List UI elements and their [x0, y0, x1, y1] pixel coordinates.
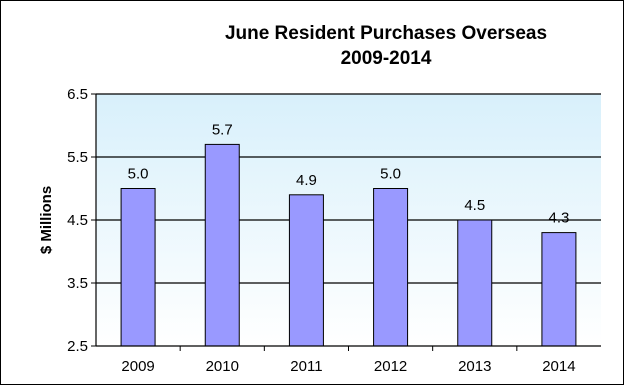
x-tick-labels: 2009 2010 2011 2012 2013 2014	[121, 358, 575, 375]
data-label-2011: 4.9	[296, 172, 317, 189]
y-tick-label: 6.5	[67, 86, 88, 103]
bars	[120, 143, 577, 347]
y-axis-label: $ Millions	[38, 186, 55, 254]
gridlines	[96, 93, 601, 284]
bar-2010	[204, 143, 240, 347]
chart-title-line-2: 2009-2014	[340, 48, 432, 69]
bar-2012	[373, 188, 409, 347]
x-tick-label: 2011	[290, 358, 322, 375]
y-tick-label: 3.5	[67, 275, 88, 292]
data-label-2010: 5.7	[212, 121, 233, 138]
data-labels: 5.0 5.7 4.9 5.0 4.5 4.3	[128, 121, 570, 226]
bar-2011	[288, 194, 324, 347]
y-tick-labels: 2.5 3.5 4.5 5.5 6.5	[67, 86, 88, 355]
data-label-2013: 4.5	[464, 197, 485, 214]
data-label-2014: 4.3	[548, 210, 569, 227]
bar-2013	[457, 219, 493, 347]
data-label-2009: 5.0	[128, 166, 149, 183]
bar-2014	[541, 232, 577, 347]
y-tick-label: 5.5	[67, 149, 88, 166]
axes	[91, 93, 601, 351]
data-label-2012: 5.0	[380, 166, 401, 183]
y-tick-label: 2.5	[67, 338, 88, 355]
x-tick-label: 2010	[206, 358, 239, 375]
y-tick-label: 4.5	[67, 212, 88, 229]
x-tick-label: 2012	[374, 358, 407, 375]
x-tick-label: 2014	[542, 358, 575, 375]
bar-2009	[120, 188, 156, 347]
chart-title-line-1: June Resident Purchases Overseas	[224, 23, 548, 44]
x-tick-label: 2009	[121, 358, 154, 375]
chart-title: June Resident Purchases Overseas 2009-20…	[151, 21, 621, 71]
x-tick-label: 2013	[458, 358, 491, 375]
